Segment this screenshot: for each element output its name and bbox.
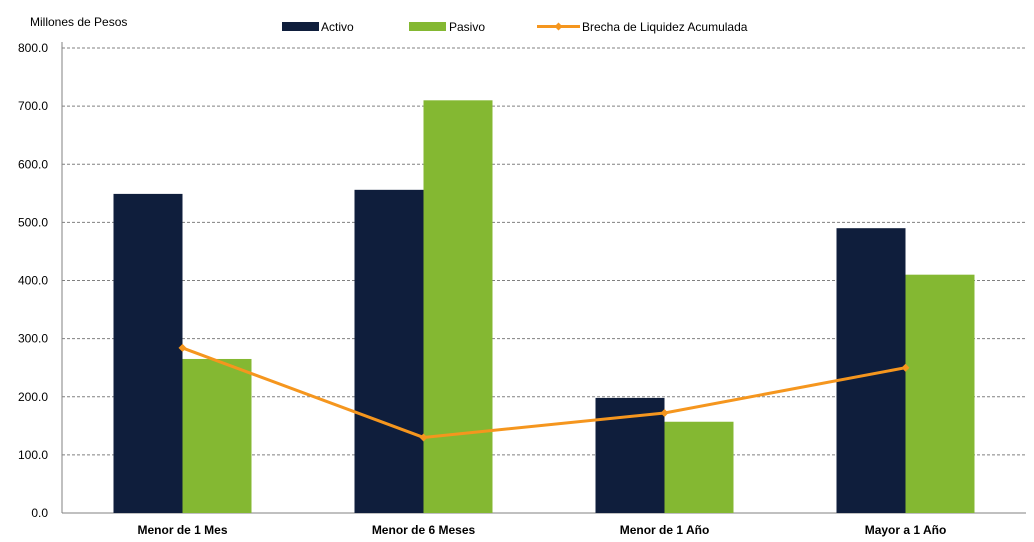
brecha-point [901, 363, 910, 372]
y-tick-label: 400.0 [18, 274, 48, 288]
bar-activo [354, 189, 424, 513]
unit-label: Millones de Pesos [30, 15, 127, 29]
legend-label: Activo [321, 20, 354, 34]
x-category-label: Mayor a 1 Año [865, 523, 947, 537]
legend: Activo Pasivo Brecha de Liquidez Acumulada [282, 20, 748, 34]
y-tick-label: 500.0 [18, 215, 48, 229]
bar-pasivo [664, 421, 734, 513]
legend-swatch-activo [282, 22, 319, 31]
x-category-label: Menor de 1 Mes [137, 523, 227, 537]
brecha-line-path [181, 346, 906, 439]
x-category-label: Menor de 1 Año [620, 523, 710, 537]
y-tick-label: 600.0 [18, 157, 48, 171]
y-tick-label: 200.0 [18, 390, 48, 404]
y-tick-label: 300.0 [18, 332, 48, 346]
legend-label: Brecha de Liquidez Acumulada [582, 20, 748, 34]
legend-label: Pasivo [449, 20, 485, 34]
legend-swatch-marker [554, 22, 563, 31]
brecha-point [419, 433, 428, 442]
bars [113, 100, 975, 514]
brecha-line [178, 343, 910, 442]
bar-pasivo [423, 100, 493, 513]
brecha-point [660, 409, 669, 418]
legend-swatch-pasivo [409, 22, 446, 31]
y-tick-label: 100.0 [18, 448, 48, 462]
x-axis: Menor de 1 Mes Menor de 6 Meses Menor de 1… [137, 523, 946, 537]
x-category-label: Menor de 6 Meses [372, 523, 476, 537]
bar-pasivo [905, 274, 975, 513]
bar-activo [113, 193, 183, 514]
y-tick-label: 800.0 [18, 41, 48, 55]
y-tick-label: 700.0 [18, 99, 48, 113]
brecha-point [178, 343, 187, 352]
bar-pasivo [182, 358, 252, 513]
y-tick-label: 0.0 [31, 506, 48, 520]
